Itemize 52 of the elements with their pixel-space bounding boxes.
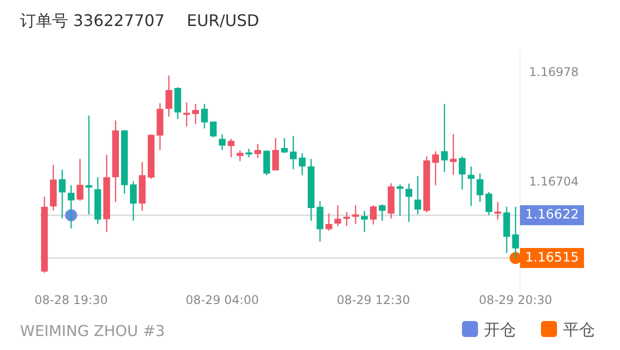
candlestick <box>166 75 172 118</box>
ref-line-label: 1.16515 <box>525 250 579 266</box>
candlestick <box>512 206 519 259</box>
candlestick <box>290 135 297 170</box>
legend-label: 平仓 <box>563 320 595 339</box>
chart-subtitle: EUR/USD <box>186 11 260 30</box>
candlestick <box>334 204 342 227</box>
candlestick <box>458 156 466 190</box>
x-tick-label: 08-29 20:30 <box>478 293 552 307</box>
candlestick <box>183 102 190 127</box>
candlestick <box>370 204 377 225</box>
candlestick <box>396 184 404 217</box>
candlestick <box>58 169 66 219</box>
candlestick <box>218 134 226 151</box>
candlestick <box>316 200 324 242</box>
y-tick-label: 1.16704 <box>529 174 579 189</box>
candlestick <box>414 175 422 215</box>
candlestick <box>441 103 448 173</box>
candlestick <box>281 137 288 154</box>
candlestick <box>130 180 137 222</box>
candlestick <box>210 121 217 138</box>
candlestick <box>86 115 92 215</box>
candlestick <box>254 143 262 159</box>
candlestick <box>432 150 439 186</box>
x-tick-label: 08-29 12:30 <box>336 293 410 307</box>
candlestick <box>378 204 386 222</box>
ref-line-label: 1.16622 <box>525 208 579 223</box>
y-tick-label: 1.16978 <box>529 65 579 80</box>
candlestick <box>486 191 492 216</box>
candlestick <box>476 173 484 203</box>
candlestick <box>298 152 306 176</box>
candlestick <box>494 201 502 220</box>
chart-title: 订单号 336227707 <box>20 11 165 30</box>
candlestick <box>468 166 474 207</box>
candlestick <box>76 158 84 202</box>
candlestick <box>361 210 368 233</box>
candlestick <box>326 213 332 232</box>
candlestick <box>68 184 74 229</box>
legend-label: 开仓 <box>484 320 516 339</box>
candlestick <box>406 183 412 223</box>
x-tick-label: 08-29 04:00 <box>186 293 259 307</box>
text: WEIMING ZHOU #3 <box>20 322 165 340</box>
candlestick <box>201 103 208 129</box>
candlestick <box>228 138 234 158</box>
candlestick <box>236 150 244 162</box>
candlestick <box>450 133 457 176</box>
candlestick <box>352 204 359 225</box>
x-tick-label: 08-28 19:30 <box>34 293 108 307</box>
candlestick <box>343 211 350 227</box>
candlestick <box>263 150 270 176</box>
candlestick <box>192 103 199 125</box>
candlestick <box>272 137 279 171</box>
